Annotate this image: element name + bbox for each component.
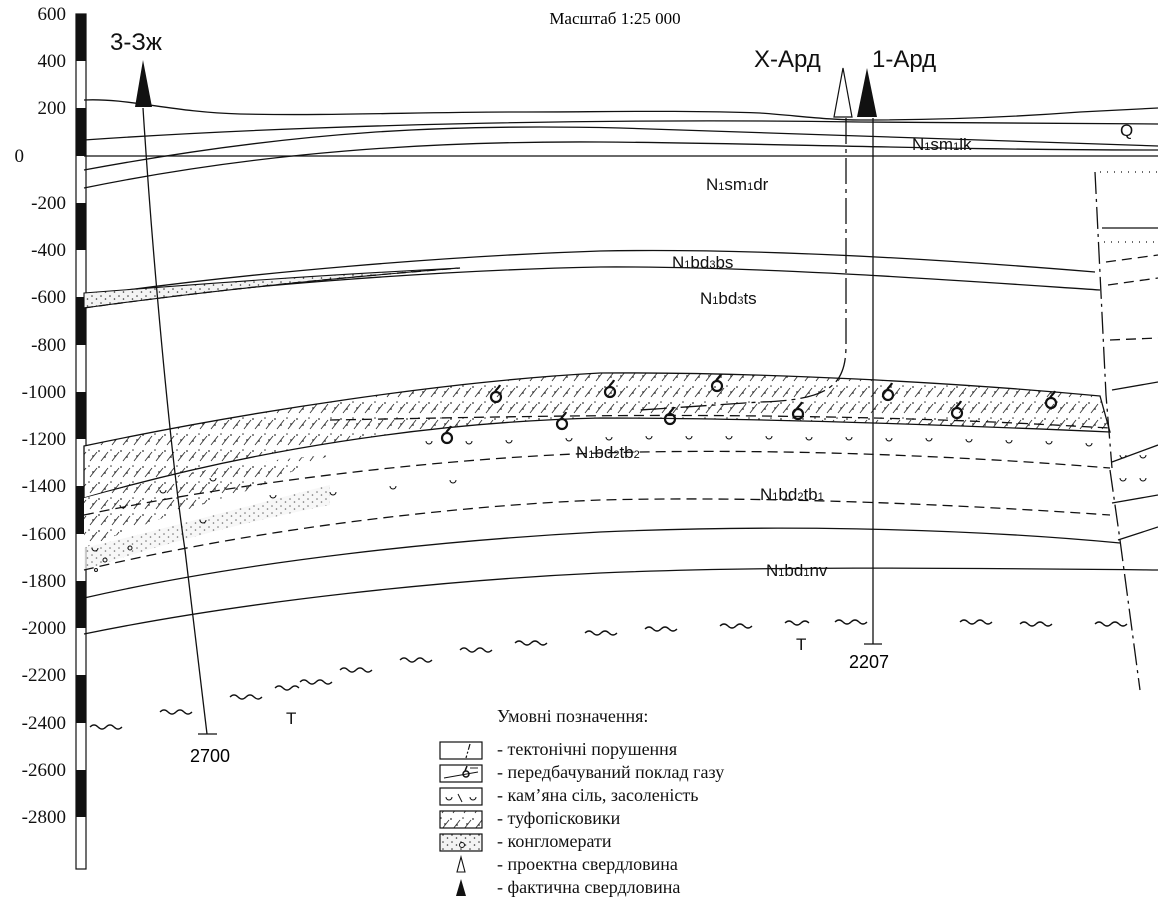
well-depth-label: 2700 [190, 746, 230, 766]
depth-axis: 600 400 200 0 -200 -400 -600 -800 -1000 … [15, 4, 67, 828]
unit-label-t: T [286, 709, 296, 728]
legend-swatch-actual-well [456, 879, 466, 896]
unit-label-t: T [796, 635, 806, 654]
legend-swatch-salt [439, 787, 483, 806]
tick-label: -2600 [22, 760, 66, 781]
well-3zzh: 3-Зж 2700 [110, 29, 230, 766]
tick-label: -2200 [22, 665, 66, 686]
unit-label-bd3ts: N1bd3ts [700, 289, 757, 308]
conglomerate-body-left [84, 455, 330, 548]
tick-label: 400 [38, 51, 67, 72]
well-trajectory [639, 118, 847, 411]
tick-label: -1000 [22, 382, 66, 403]
tick-label: 0 [15, 146, 25, 167]
unit-label-q: Q [1120, 121, 1133, 140]
ground-surface [83, 99, 1158, 121]
tick-label: -1200 [22, 429, 66, 450]
tick-label: -1600 [22, 524, 66, 545]
boundary-tuff-dashed-top [329, 414, 1111, 429]
unit-label-sm1lk: N1sm1lk [912, 135, 972, 154]
unit-label-bd3bs: N1bd3bs [672, 253, 733, 272]
legend-swatch-fault [439, 741, 483, 760]
unit-label-bd2tb1: N1bd2tb1 [760, 485, 824, 504]
legend-title: Умовні позначення: [497, 706, 648, 726]
legend-swatch-tuff [439, 810, 483, 829]
triassic-wavy-contact [89, 619, 1128, 730]
tick-label: 600 [38, 4, 67, 25]
tick-label: -1400 [22, 476, 66, 497]
boundary-bd2tb2-base [83, 450, 1111, 516]
conglomerate-body-lower [84, 485, 330, 570]
legend-item-conglomerate: - конгломерати [497, 831, 612, 851]
depth-scale-bar [75, 13, 87, 870]
tick-label: -800 [31, 335, 66, 356]
unit-label-bd1nv: N1bd1nv [766, 561, 828, 580]
tuff-sandstone-body [83, 372, 1111, 499]
conglomerate-markers [91, 435, 1147, 572]
tick-label: 200 [38, 98, 67, 119]
legend-swatch-gas [439, 764, 483, 783]
boundary-bd1nv-top [83, 527, 1121, 599]
legend-item-salt: - кам’яна сіль, засоленість [497, 785, 698, 805]
well-depth-label: 2207 [849, 652, 889, 672]
gas-deposit-markers [440, 373, 1058, 445]
actual-well-icon [857, 68, 877, 117]
legend-item-projected-well: - проектна свердловина [497, 854, 678, 874]
well-trajectory [142, 107, 208, 735]
boundary-q-base [83, 120, 1158, 141]
legend-item-actual-well: - фактична свердловина [497, 877, 680, 897]
actual-well-icon [135, 60, 152, 107]
tick-label: -2800 [22, 807, 66, 828]
boundary-sm1lk-lower [83, 141, 1158, 189]
legend: Умовні позначення: - тектонічні порушенн… [439, 706, 724, 897]
tick-label: -400 [31, 240, 66, 261]
well-name-label: 3-Зж [110, 29, 162, 56]
well-x-ard: Х-Ард [639, 46, 853, 411]
well-name-label: Х-Ард [754, 46, 821, 73]
legend-item-tuff: - туфопісковики [497, 808, 621, 828]
tick-label: -2400 [22, 713, 66, 734]
lens-dashed-base [83, 267, 461, 309]
tick-label: -600 [31, 287, 66, 308]
well-1-ard: 1-Ард 2207 [849, 46, 936, 672]
legend-swatch-projected-well [456, 854, 466, 873]
scale-label: Масштаб 1:25 000 [549, 9, 680, 28]
fault-zone [1094, 171, 1158, 691]
boundary-bd1nv-base [83, 567, 1158, 635]
boundary-bd3bs-top [83, 249, 1096, 297]
tick-label: -1800 [22, 571, 66, 592]
unit-label-bd2tb2: N1bd2tb2 [576, 443, 640, 462]
legend-item-gas: - передбачуваний поклад газу [497, 762, 724, 782]
legend-item-fault: - тектонічні порушення [497, 739, 677, 759]
projected-well-icon [833, 67, 853, 118]
well-name-label: 1-Ард [872, 46, 936, 73]
tick-label: -2000 [22, 618, 66, 639]
tick-label: -200 [31, 193, 66, 214]
boundary-sm1lk-base [83, 126, 1158, 171]
unit-label-sm1dr: N1sm1dr [706, 175, 769, 194]
boundary-bd2tb1-top [83, 498, 1111, 571]
